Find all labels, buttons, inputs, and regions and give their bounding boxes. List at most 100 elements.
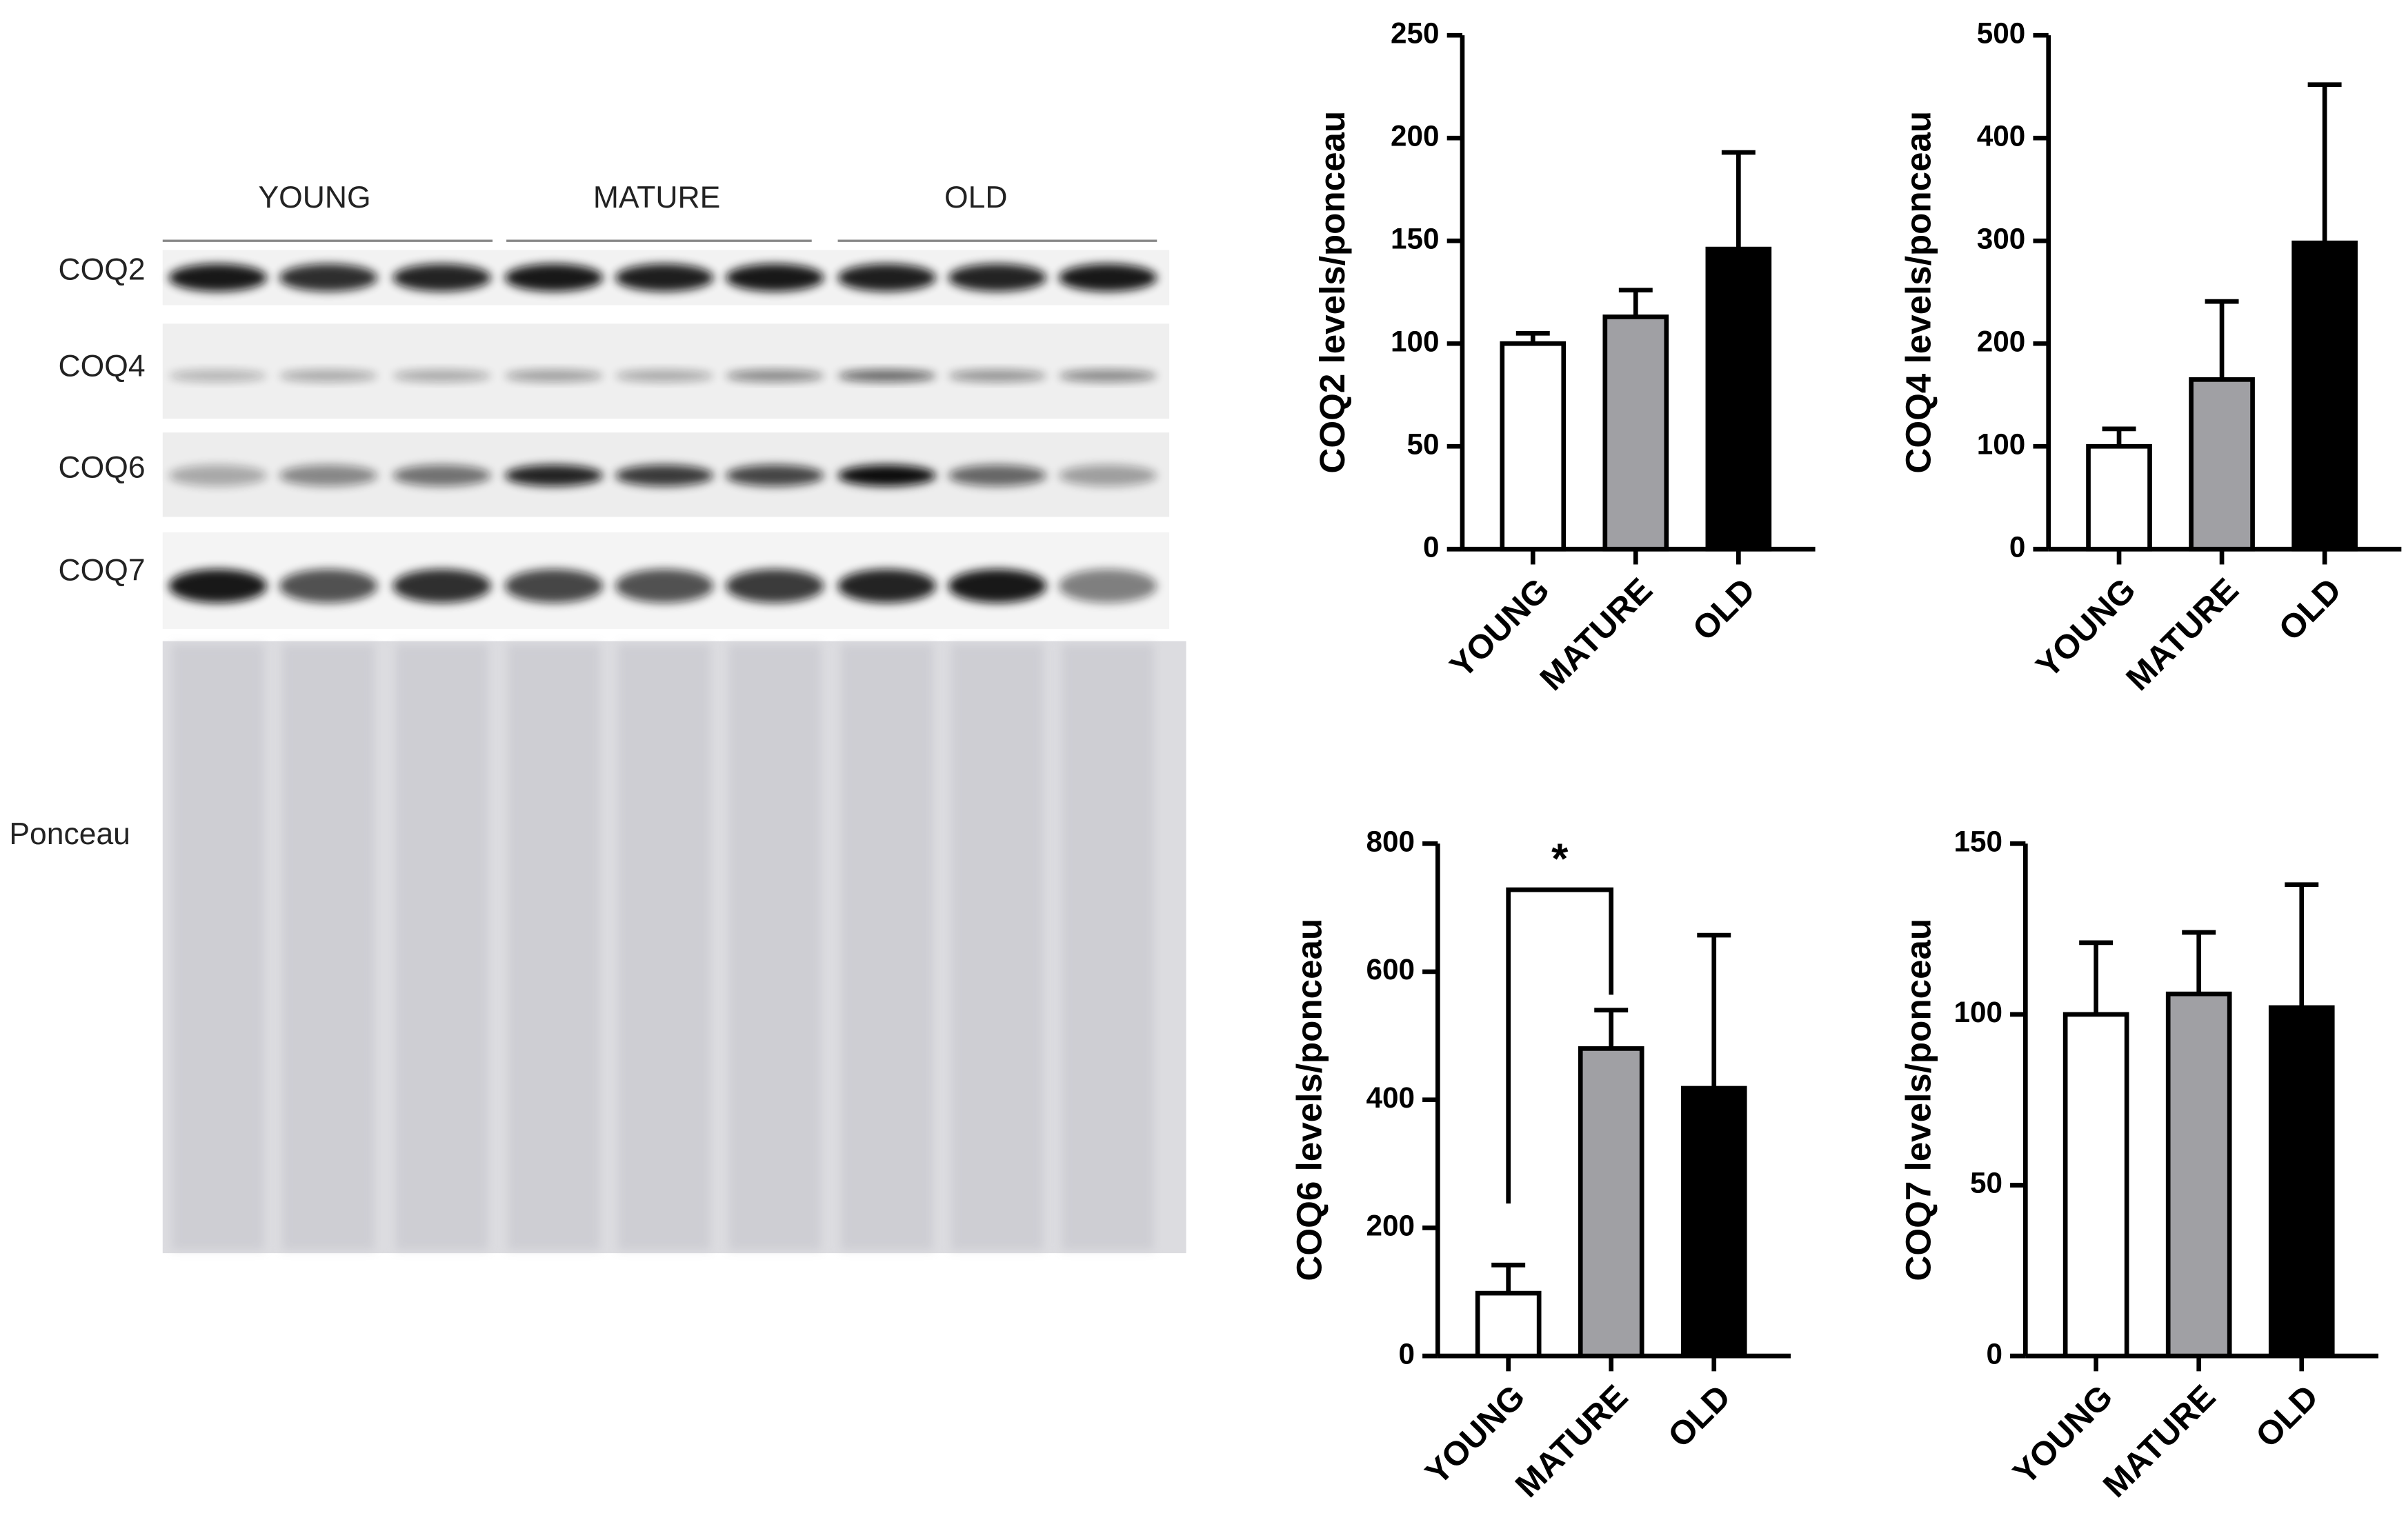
- x-tick-label: OLD: [1686, 571, 1762, 648]
- ponceau-lane: [395, 644, 488, 1250]
- blot-band: [168, 464, 268, 487]
- band-label: COQ7: [59, 553, 146, 587]
- y-tick-label: 50: [1970, 1167, 2002, 1199]
- y-tick-label: 200: [1366, 1210, 1415, 1242]
- bar-charts: COQ2 levels/ponceau050100150200250YOUNGM…: [1289, 17, 2402, 1505]
- blot-band: [168, 263, 268, 292]
- blot-band: [615, 569, 714, 603]
- y-tick-label: 600: [1366, 953, 1415, 986]
- blot-band: [392, 569, 491, 603]
- blot-band: [504, 464, 604, 487]
- blot-band: [726, 370, 824, 382]
- blot-band: [168, 370, 268, 382]
- y-tick-label: 100: [1391, 325, 1440, 357]
- blot-band: [504, 263, 604, 292]
- significance-bracket: [1506, 887, 1614, 1204]
- y-tick-label: 150: [1953, 825, 2002, 857]
- bar: [2062, 1012, 2129, 1359]
- y-axis-label: COQ4 levels/ponceau: [1899, 111, 1938, 474]
- blot-band: [837, 263, 936, 292]
- bar: [2086, 443, 2152, 552]
- y-tick-label: 0: [2009, 530, 2026, 563]
- bar: [1475, 1290, 1542, 1359]
- blot-band: [726, 263, 824, 292]
- group-label: MATURE: [593, 181, 720, 214]
- x-tick-label: MATURE: [2096, 1378, 2223, 1505]
- blot-band: [948, 464, 1047, 487]
- y-tick-label: 100: [1953, 996, 2002, 1028]
- blot-band: [392, 464, 491, 487]
- blot-band: [504, 569, 604, 603]
- blot-band: [1058, 263, 1157, 292]
- y-axis-label: COQ6 levels/ponceau: [1289, 919, 1329, 1281]
- blot-band: [1058, 370, 1157, 382]
- blot-band: [392, 263, 491, 292]
- ponceau-lane: [282, 644, 375, 1250]
- bar: [1680, 1086, 1747, 1359]
- ponceau-lane: [951, 644, 1044, 1250]
- ponceau-lane: [618, 644, 710, 1250]
- bar: [2268, 1005, 2335, 1359]
- group-label: YOUNG: [258, 181, 370, 214]
- bar: [1578, 1046, 1644, 1359]
- x-tick-label: MATURE: [1509, 1378, 1636, 1505]
- y-axis-label: COQ2 levels/ponceau: [1313, 111, 1352, 474]
- blot-band: [168, 569, 268, 603]
- blot-band: [837, 370, 936, 382]
- blot-band: [279, 263, 378, 292]
- blot-band: [279, 370, 378, 382]
- y-tick-label: 400: [1977, 119, 2026, 152]
- x-tick-label: OLD: [1661, 1378, 1738, 1454]
- ponceau-lane: [172, 644, 264, 1250]
- band-label: Ponceau: [9, 817, 130, 851]
- y-tick-label: 150: [1391, 222, 1440, 254]
- blot-band: [504, 370, 604, 382]
- y-tick-label: 0: [1423, 530, 1440, 563]
- blot-band: [615, 464, 714, 487]
- blot-band: [837, 569, 936, 603]
- y-tick-label: 400: [1366, 1081, 1415, 1114]
- bar: [1602, 314, 1669, 552]
- blot-band: [1058, 464, 1157, 487]
- y-tick-label: 0: [1398, 1337, 1415, 1370]
- group-label: OLD: [944, 181, 1007, 214]
- y-tick-label: 800: [1366, 825, 1415, 857]
- x-tick-label: MATURE: [2119, 571, 2246, 698]
- blot-band: [726, 464, 824, 487]
- bar: [1500, 341, 1567, 552]
- ponceau-lane: [841, 644, 933, 1250]
- ponceau-lane: [508, 644, 600, 1250]
- blot-band: [279, 569, 378, 603]
- blot-band: [948, 263, 1047, 292]
- y-tick-label: 200: [1977, 325, 2026, 357]
- chart: COQ6 levels/ponceau0200400600800YOUNGMAT…: [1289, 825, 1791, 1505]
- blot-band: [279, 464, 378, 487]
- blot-band: [948, 370, 1047, 382]
- y-tick-label: 300: [1977, 222, 2026, 254]
- ponceau-lane: [728, 644, 822, 1250]
- blot-band: [615, 370, 714, 382]
- x-tick-label: OLD: [2249, 1378, 2325, 1454]
- ponceau-lane: [1062, 644, 1154, 1250]
- blot-band: [948, 569, 1047, 603]
- chart: COQ4 levels/ponceau0100200300400500YOUNG…: [1899, 17, 2402, 698]
- y-tick-label: 0: [1986, 1337, 2002, 1370]
- chart: COQ2 levels/ponceau050100150200250YOUNGM…: [1313, 17, 1816, 698]
- y-axis-label: COQ7 levels/ponceau: [1899, 919, 1938, 1281]
- blot-band: [1058, 569, 1157, 603]
- y-tick-label: 50: [1407, 428, 1440, 460]
- blot-band: [615, 263, 714, 292]
- band-label: COQ4: [59, 350, 146, 383]
- x-tick-label: MATURE: [1533, 571, 1660, 698]
- blot-band: [837, 464, 936, 487]
- bar: [1705, 246, 1772, 552]
- bar: [2165, 991, 2232, 1359]
- bar: [2291, 240, 2358, 552]
- band-label: COQ6: [59, 450, 146, 484]
- y-tick-label: 500: [1977, 17, 2026, 49]
- significance-label: *: [1551, 836, 1569, 883]
- blot-band: [392, 370, 491, 382]
